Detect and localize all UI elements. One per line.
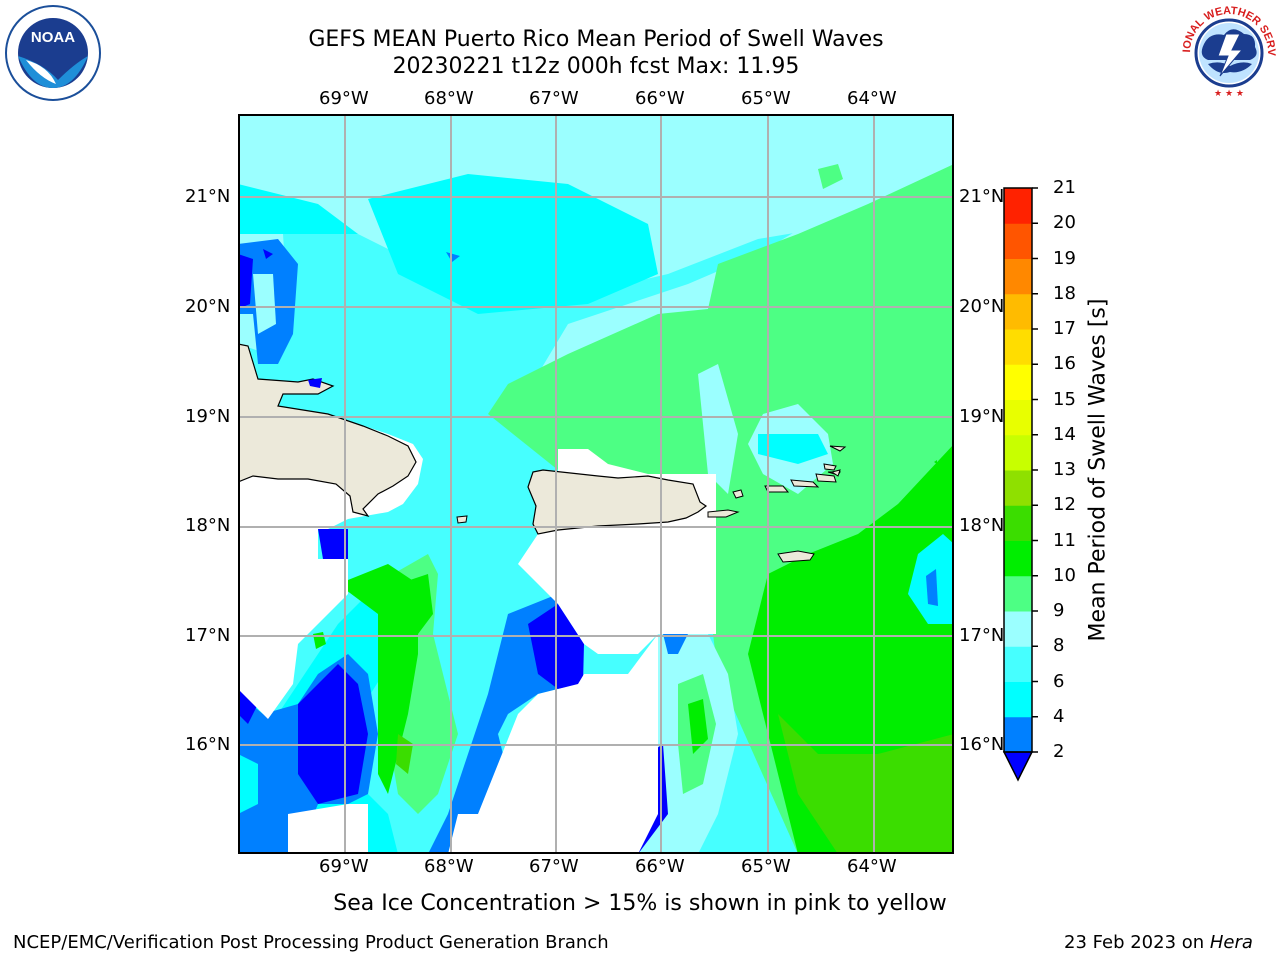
lat-label-left: 19°N xyxy=(185,406,231,427)
swell-2-4-region xyxy=(298,664,368,804)
sea-ice-note: Sea Ice Concentration > 15% is shown in … xyxy=(333,891,947,916)
colorbar-segment xyxy=(1004,293,1032,330)
colorbar-tick-label: 16 xyxy=(1053,353,1076,375)
lat-label-right: 20°N xyxy=(959,296,1005,317)
svg-text:★ ★ ★: ★ ★ ★ xyxy=(1214,89,1244,99)
colorbar-tick-label: 19 xyxy=(1053,247,1076,269)
colorbar-tick-label: 13 xyxy=(1053,459,1076,480)
colorbar-segment xyxy=(1004,329,1032,365)
lat-label-left: 21°N xyxy=(185,186,231,207)
colorbar-segment xyxy=(1004,646,1032,682)
colorbar-tick-label: 4 xyxy=(1053,705,1065,727)
colorbar-tick-label: 12 xyxy=(1053,494,1076,516)
map-gridlines xyxy=(238,114,954,854)
colorbar-segment xyxy=(1004,716,1032,753)
lon-label-bottom: 64°W xyxy=(847,856,897,877)
lat-label-right: 19°N xyxy=(959,406,1005,427)
colorbar-tick-label: 2 xyxy=(1053,741,1065,762)
lon-label-top: 69°W xyxy=(319,88,369,109)
colorbar-tick-label: 9 xyxy=(1053,600,1065,621)
colorbar-tick-label: 18 xyxy=(1053,282,1076,304)
footer-machine: Hera xyxy=(1209,932,1253,953)
map-frame xyxy=(238,114,954,854)
lat-label-right: 21°N xyxy=(959,186,1005,207)
lon-label-top: 64°W xyxy=(847,88,897,109)
chart-subtitle: 20230221 t12z 000h fcst Max: 11.95 xyxy=(392,54,800,79)
footer-date: 23 Feb 2023 on Hera xyxy=(1064,932,1253,953)
lon-label-bottom: 67°W xyxy=(529,856,579,877)
lat-label-right: 17°N xyxy=(959,625,1005,646)
lon-label-top: 66°W xyxy=(635,88,685,109)
colorbar-tick-label: 8 xyxy=(1053,635,1065,657)
chart-title: GEFS MEAN Puerto Rico Mean Period of Swe… xyxy=(308,27,884,52)
colorbar-segment xyxy=(1004,434,1032,471)
colorbar-tick-label: 14 xyxy=(1053,423,1076,445)
colorbar-tick-label: 21 xyxy=(1053,177,1076,198)
colorbar-segment xyxy=(1004,223,1032,259)
colorbar-tick-label: 17 xyxy=(1053,318,1076,339)
lon-label-bottom: 65°W xyxy=(741,856,791,877)
svg-text:NOAA: NOAA xyxy=(31,29,75,46)
colorbar-label: Mean Period of Swell Waves [s] xyxy=(1085,298,1111,642)
colorbar-segment xyxy=(1004,611,1032,647)
colorbar-tick-label: 10 xyxy=(1053,564,1076,586)
lon-label-bottom: 68°W xyxy=(424,856,474,877)
swell-period-map xyxy=(237,114,954,858)
lon-label-top: 65°W xyxy=(741,88,791,109)
footer-date-text: 23 Feb 2023 on xyxy=(1064,932,1210,953)
lon-label-top: 68°W xyxy=(424,88,474,109)
colorbar-segment xyxy=(1004,364,1032,400)
lat-label-left: 17°N xyxy=(185,625,231,646)
colorbar-tick-label: 11 xyxy=(1053,529,1076,551)
lon-label-top: 67°W xyxy=(529,88,579,109)
colorbar-segment xyxy=(1004,258,1032,295)
colorbar xyxy=(990,180,1050,794)
colorbar-tick-label: 15 xyxy=(1053,388,1076,410)
masked-area xyxy=(238,529,348,719)
colorbar-segment xyxy=(1004,681,1032,718)
noaa-logo: NOAA xyxy=(4,4,102,106)
lon-label-bottom: 69°W xyxy=(319,856,369,877)
colorbar-segment xyxy=(1004,188,1032,224)
colorbar-segment xyxy=(1004,540,1032,577)
nws-logo: NATIONAL WEATHER SERVICE ★ ★ ★ xyxy=(1176,0,1278,106)
colorbar-tick-label: 6 xyxy=(1053,670,1065,692)
lat-label-left: 16°N xyxy=(185,734,231,755)
lat-label-right: 16°N xyxy=(959,734,1005,755)
colorbar-segment xyxy=(1004,470,1032,506)
footer-branch: NCEP/EMC/Verification Post Processing Pr… xyxy=(13,932,609,953)
colorbar-segment xyxy=(1004,399,1032,436)
colorbar-extend-triangle xyxy=(1002,751,1034,782)
lat-label-left: 18°N xyxy=(185,515,231,536)
lon-label-bottom: 66°W xyxy=(635,856,685,877)
colorbar-segment xyxy=(1004,575,1032,612)
colorbar-segment xyxy=(1004,505,1032,541)
colorbar-tick-label: 20 xyxy=(1053,212,1076,234)
lat-label-right: 18°N xyxy=(959,515,1005,536)
lat-label-left: 20°N xyxy=(185,296,231,317)
